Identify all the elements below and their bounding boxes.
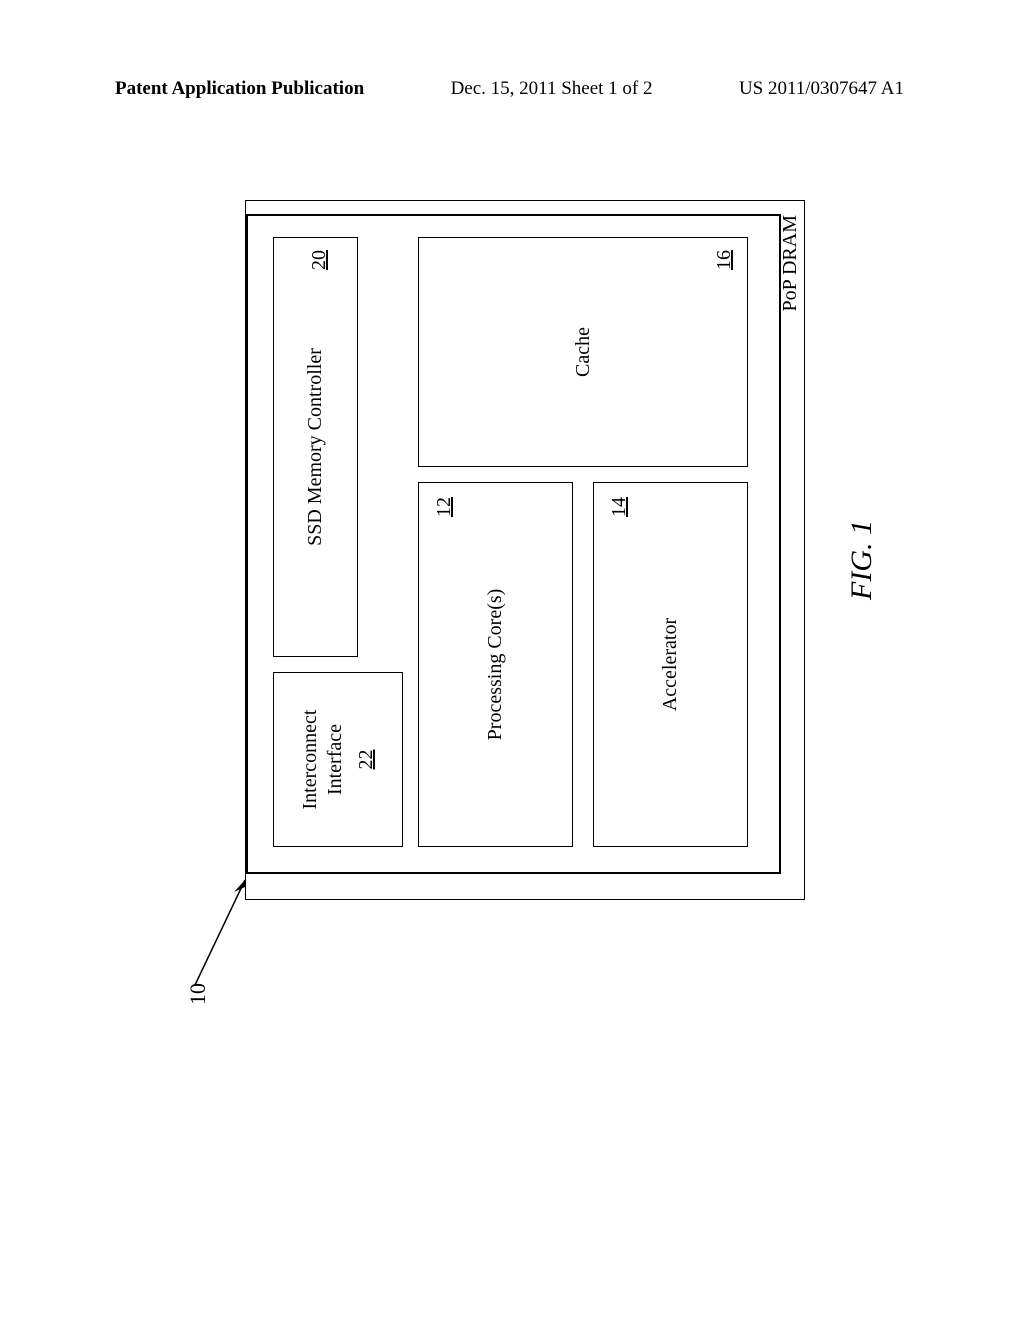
header-right: US 2011/0307647 A1 xyxy=(739,78,904,100)
header-left: Patent Application Publication xyxy=(115,78,364,100)
interconnect-ref: 22 xyxy=(354,750,379,770)
figure-area: 10 18 PoP DRAM Interconnect Interface 22… xyxy=(115,200,905,1220)
cache-ref: 16 xyxy=(713,250,736,270)
mem-controller-ref: 20 xyxy=(308,250,331,270)
cores-block: Processing Core(s) xyxy=(418,482,573,847)
interconnect-block: Interconnect Interface 22 xyxy=(273,672,403,847)
cache-label: Cache xyxy=(571,327,596,377)
interconnect-label2: Interface xyxy=(323,724,348,795)
outer-package: 18 PoP DRAM Interconnect Interface 22 SS… xyxy=(245,200,805,900)
accel-ref: 14 xyxy=(608,497,631,517)
inner-chip: Interconnect Interface 22 SSD Memory Con… xyxy=(246,214,781,874)
diagram: 10 18 PoP DRAM Interconnect Interface 22… xyxy=(245,200,805,900)
figure-caption: FIG. 1 xyxy=(845,520,879,600)
accel-block: Accelerator xyxy=(593,482,748,847)
mem-controller-label: SSD Memory Controller xyxy=(303,348,328,546)
pop-dram-label: PoP DRAM xyxy=(779,215,802,312)
cache-block: Cache xyxy=(418,237,748,467)
mem-controller-block: SSD Memory Controller xyxy=(273,237,358,657)
interconnect-label1: Interconnect xyxy=(298,710,323,810)
page-header: Patent Application Publication Dec. 15, … xyxy=(0,78,1024,100)
cores-ref: 12 xyxy=(433,497,456,517)
accel-label: Accelerator xyxy=(658,618,683,711)
cores-label: Processing Core(s) xyxy=(483,589,508,741)
header-center: Dec. 15, 2011 Sheet 1 of 2 xyxy=(451,78,653,100)
